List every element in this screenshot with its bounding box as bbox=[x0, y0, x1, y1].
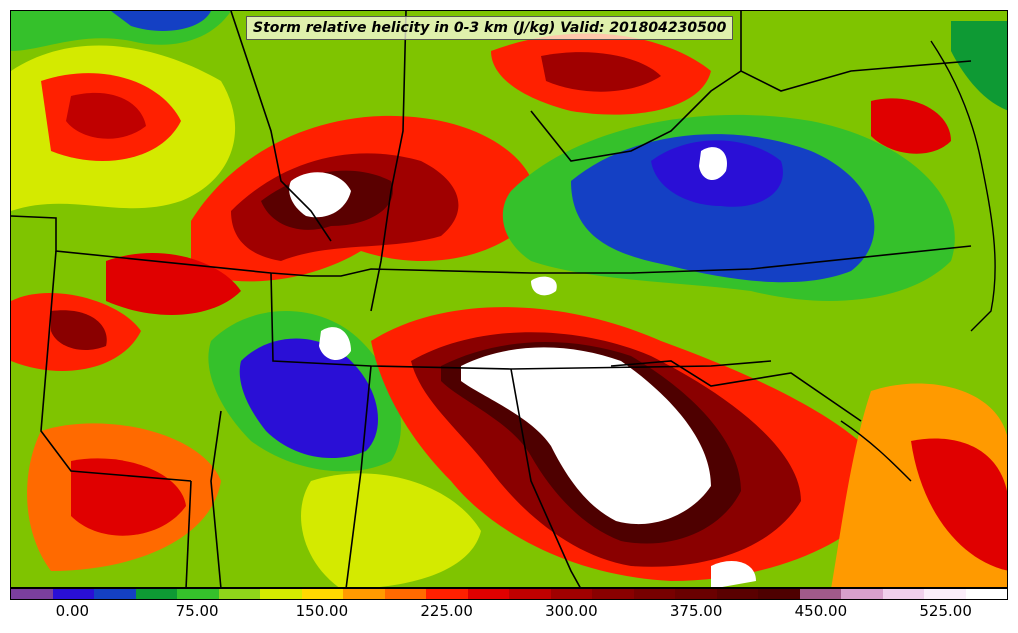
colorbar-swatch bbox=[426, 589, 468, 599]
colorbar-swatch bbox=[384, 589, 426, 599]
colorbar-tick-label: 300.00 bbox=[545, 602, 598, 620]
colorbar-swatch bbox=[924, 589, 966, 599]
colorbar-swatch bbox=[550, 589, 592, 599]
colorbar-swatch bbox=[260, 589, 302, 599]
colorbar-swatch bbox=[301, 589, 343, 599]
colorbar-swatch bbox=[633, 589, 675, 599]
colorbar bbox=[10, 588, 1008, 600]
colorbar-swatch bbox=[11, 589, 53, 599]
colorbar-tick-label: 225.00 bbox=[420, 602, 473, 620]
colorbar-swatch bbox=[509, 589, 551, 599]
colorbar-swatch bbox=[799, 589, 841, 599]
colorbar-tick-label: 150.00 bbox=[295, 602, 349, 620]
colorbar-swatch bbox=[965, 589, 1007, 599]
helicity-field bbox=[11, 11, 1007, 587]
colorbar-swatch bbox=[675, 589, 717, 599]
colorbar-swatch bbox=[343, 589, 385, 599]
colorbar-swatch bbox=[52, 589, 94, 599]
colorbar-swatch bbox=[758, 589, 800, 599]
colorbar-ticks: 0.00 75.00 150.00 225.00 300.00 375.00 450.00 5… bbox=[10, 602, 1008, 624]
colorbar-tick-label: 0.00 bbox=[55, 602, 90, 620]
colorbar-tick-label: 375.00 bbox=[669, 602, 723, 620]
colorbar-swatch bbox=[135, 589, 177, 599]
colorbar-tick-label: 450.00 bbox=[794, 602, 848, 620]
colorbar-swatch bbox=[94, 589, 136, 599]
colorbar-tick-label: 525.00 bbox=[919, 602, 972, 620]
colorbar-swatch bbox=[218, 589, 260, 599]
colorbar-swatch bbox=[716, 589, 758, 599]
colorbar-swatch bbox=[467, 589, 509, 599]
colorbar-swatch bbox=[841, 589, 883, 599]
map-title: Storm relative helicity in 0-3 km (J/kg)… bbox=[246, 16, 734, 40]
map-area bbox=[10, 10, 1008, 588]
colorbar-swatch bbox=[592, 589, 634, 599]
colorbar-swatch bbox=[177, 589, 219, 599]
colorbar-tick-label: 75.00 bbox=[175, 602, 219, 620]
colorbar-swatch bbox=[882, 589, 924, 599]
